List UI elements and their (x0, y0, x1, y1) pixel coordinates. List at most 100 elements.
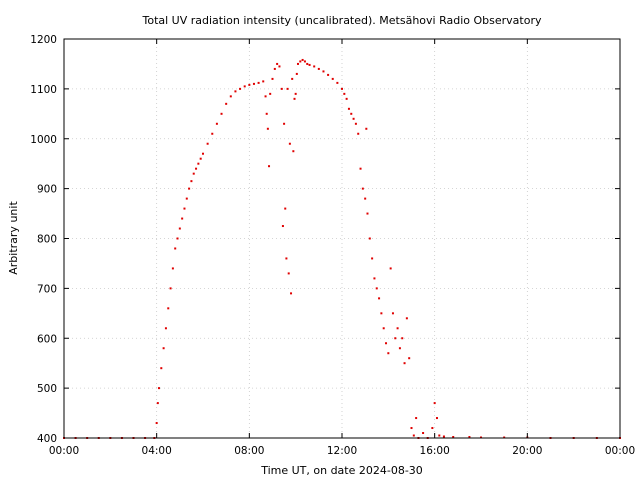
data-point (197, 162, 200, 165)
data-point (431, 427, 434, 430)
data-point (365, 127, 368, 130)
data-point (368, 237, 371, 240)
data-point (188, 187, 191, 190)
y-tick-label: 500 (37, 383, 57, 395)
data-point (361, 187, 364, 190)
x-tick-label: 12:00 (327, 445, 357, 457)
data-point (301, 58, 304, 61)
data-point (303, 60, 306, 63)
grid-lines (64, 39, 620, 438)
data-point (391, 312, 394, 315)
data-point (243, 85, 246, 88)
data-point (280, 87, 283, 90)
data-point (281, 225, 284, 228)
data-point (211, 132, 214, 135)
data-point (183, 207, 186, 210)
data-point (317, 67, 320, 70)
data-point (268, 165, 271, 168)
y-axis-label: Arbitrary unit (7, 201, 20, 275)
data-point (350, 112, 353, 115)
data-point (262, 80, 265, 83)
data-point (284, 207, 287, 210)
data-point (380, 312, 383, 315)
data-point (398, 347, 401, 350)
data-point (160, 367, 163, 370)
data-point (375, 287, 378, 290)
data-point (357, 132, 360, 135)
data-point (308, 63, 311, 66)
data-point (442, 435, 445, 438)
data-point (366, 212, 369, 215)
data-point (341, 87, 343, 90)
data-point (287, 272, 290, 275)
x-tick-label: 00:00 (49, 445, 79, 457)
y-tick-label: 700 (37, 283, 57, 295)
data-point (265, 112, 268, 115)
data-point (155, 422, 158, 425)
data-point (164, 327, 167, 330)
data-point (378, 297, 381, 300)
data-point (327, 73, 330, 76)
data-point (192, 172, 195, 175)
data-point (294, 92, 297, 95)
data-point (343, 92, 346, 95)
y-tick-label: 1100 (30, 84, 57, 96)
data-point (394, 337, 397, 340)
data-point (299, 60, 302, 63)
data-point (248, 83, 251, 86)
data-point (276, 62, 279, 65)
data-point (283, 122, 286, 125)
data-point (293, 97, 296, 100)
data-point (174, 247, 177, 250)
data-point (292, 150, 295, 153)
data-point (433, 402, 436, 405)
data-point (206, 142, 209, 145)
y-tick-label: 600 (37, 333, 57, 345)
chart-title: Total UV radiation intensity (uncalibrat… (142, 14, 542, 27)
data-point (195, 167, 198, 170)
data-point (271, 77, 274, 80)
data-point (266, 127, 269, 130)
data-point (452, 436, 455, 439)
data-point (176, 237, 179, 240)
data-point (169, 287, 172, 290)
data-point (178, 227, 181, 230)
data-point (215, 122, 218, 125)
data-point (415, 417, 418, 420)
x-tick-label: 16:00 (420, 445, 450, 457)
data-point (257, 81, 260, 84)
data-point (364, 197, 367, 200)
y-tick-label: 1200 (30, 34, 57, 46)
y-tick-label: 800 (37, 234, 57, 246)
x-tick-labels: 00:00 04:00 08:00 12:00 16:00 20:00 00:00 (49, 445, 635, 457)
data-point (347, 107, 350, 110)
x-tick-label: 04:00 (142, 445, 172, 457)
data-point (336, 81, 339, 84)
data-point (435, 417, 438, 420)
data-point (225, 102, 228, 105)
data-point (252, 82, 255, 85)
data-point (185, 197, 188, 200)
data-point (181, 217, 184, 220)
data-point (313, 65, 316, 68)
data-point (285, 257, 288, 260)
data-point (162, 347, 165, 350)
data-point (278, 65, 281, 68)
y-tick-label: 900 (37, 184, 57, 196)
data-point (295, 72, 298, 75)
data-point (387, 352, 390, 355)
data-point (345, 97, 348, 100)
data-point (269, 92, 272, 95)
x-tick-label: 20:00 (512, 445, 542, 457)
data-point (286, 87, 289, 90)
data-point (408, 357, 411, 360)
data-point (306, 62, 309, 65)
data-point (385, 342, 388, 345)
data-point (202, 152, 204, 155)
data-point (401, 337, 404, 340)
data-point (389, 267, 392, 270)
axis-ticks (63, 38, 621, 439)
data-point (220, 112, 223, 115)
data-point (405, 317, 408, 320)
